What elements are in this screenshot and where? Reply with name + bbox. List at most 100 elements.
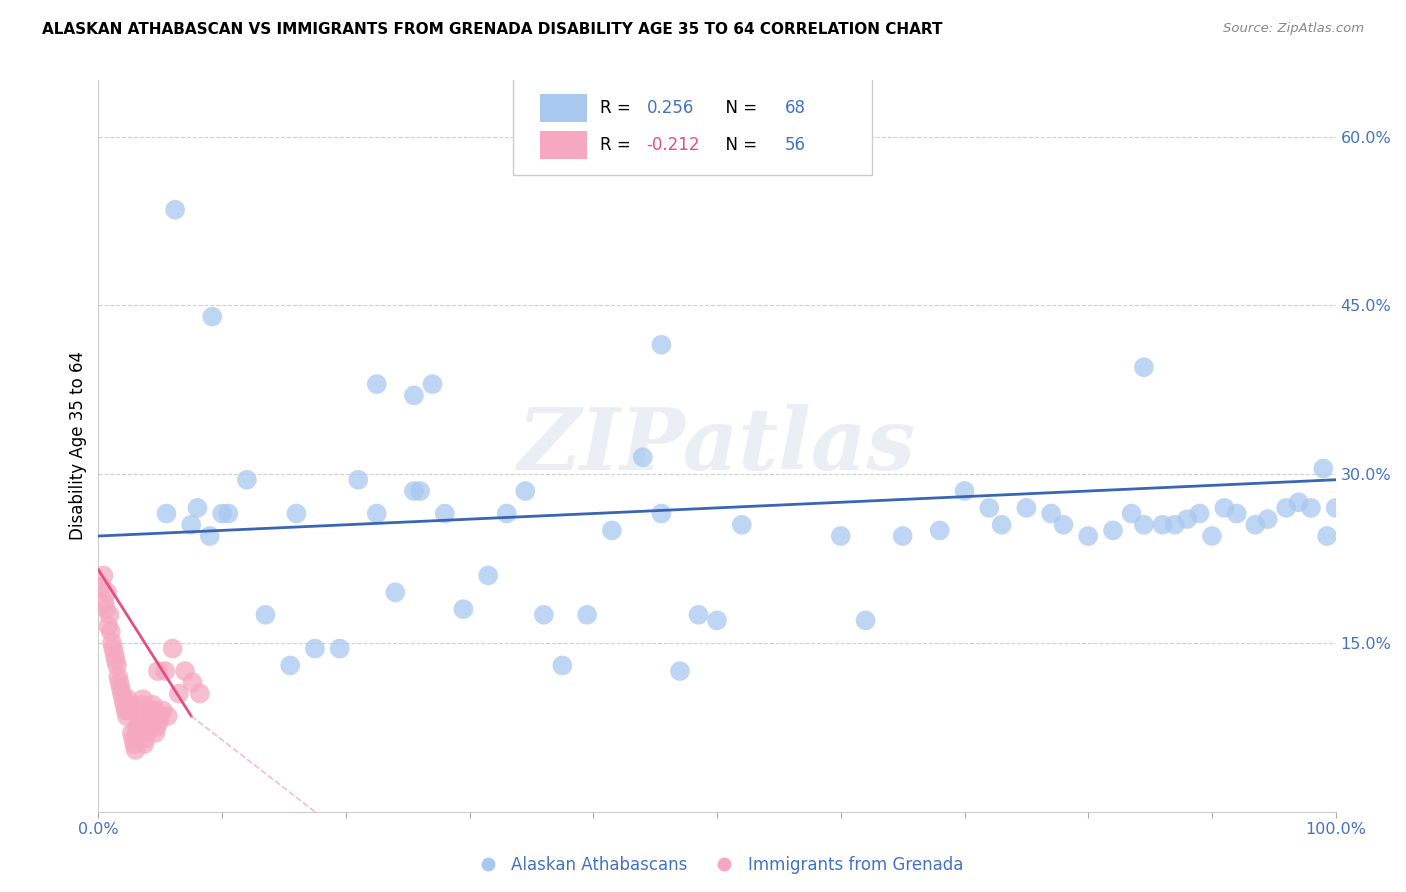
Point <box>433 507 456 521</box>
Point <box>515 483 537 498</box>
Point <box>1275 500 1298 515</box>
Point <box>669 664 692 678</box>
Text: ALASKAN ATHABASCAN VS IMMIGRANTS FROM GRENADA DISABILITY AGE 35 TO 64 CORRELATIO: ALASKAN ATHABASCAN VS IMMIGRANTS FROM GR… <box>42 22 942 37</box>
Point <box>1213 500 1236 515</box>
Point <box>1040 507 1063 521</box>
Point <box>107 670 129 684</box>
Point <box>650 507 672 521</box>
Point <box>165 202 187 217</box>
Point <box>1188 507 1211 521</box>
Point <box>477 568 499 582</box>
Point <box>93 597 115 611</box>
Point <box>1288 495 1310 509</box>
Point <box>366 507 388 521</box>
Point <box>891 529 914 543</box>
Point <box>551 658 574 673</box>
Point <box>114 703 136 717</box>
Point <box>125 720 148 734</box>
Point <box>152 703 174 717</box>
Point <box>1316 529 1339 543</box>
Point <box>148 714 170 729</box>
Point <box>105 658 128 673</box>
Point <box>217 507 239 521</box>
Point <box>453 602 475 616</box>
Point <box>495 507 517 521</box>
Point <box>347 473 370 487</box>
Point <box>138 714 160 729</box>
FancyBboxPatch shape <box>513 77 872 176</box>
Point <box>201 310 224 324</box>
Text: 0.256: 0.256 <box>647 99 695 117</box>
Point <box>122 731 145 746</box>
Point <box>96 585 118 599</box>
Point <box>402 483 425 498</box>
Point <box>128 714 150 729</box>
Point <box>136 720 159 734</box>
Point <box>1164 517 1187 532</box>
Point <box>131 698 153 712</box>
Point <box>162 641 184 656</box>
Point <box>146 664 169 678</box>
Point <box>143 726 166 740</box>
Point <box>953 483 976 498</box>
Text: -0.212: -0.212 <box>647 136 700 154</box>
Point <box>1244 517 1267 532</box>
Point <box>124 737 146 751</box>
Point <box>141 703 163 717</box>
Text: R =: R = <box>599 136 636 154</box>
Point <box>1052 517 1074 532</box>
Point <box>117 692 139 706</box>
Point <box>1152 517 1174 532</box>
Point <box>143 703 166 717</box>
Point <box>990 517 1012 532</box>
Point <box>928 524 950 538</box>
Point <box>198 529 221 543</box>
Text: R =: R = <box>599 99 636 117</box>
Point <box>1175 512 1198 526</box>
Point <box>1312 461 1334 475</box>
Point <box>236 473 259 487</box>
Point <box>103 641 125 656</box>
Point <box>366 377 388 392</box>
Point <box>139 709 162 723</box>
Point <box>211 507 233 521</box>
Point <box>174 664 197 678</box>
FancyBboxPatch shape <box>540 95 588 122</box>
FancyBboxPatch shape <box>540 131 588 160</box>
Point <box>98 607 121 622</box>
Point <box>979 500 1001 515</box>
Point <box>100 624 122 639</box>
Point <box>155 664 177 678</box>
Point <box>132 692 155 706</box>
Point <box>1077 529 1099 543</box>
Text: N =: N = <box>714 136 762 154</box>
Point <box>422 377 444 392</box>
Point <box>134 737 156 751</box>
Point <box>93 568 115 582</box>
Point <box>108 675 131 690</box>
Point <box>180 517 202 532</box>
Text: 56: 56 <box>785 136 806 154</box>
Point <box>402 388 425 402</box>
Point <box>409 483 432 498</box>
Point <box>830 529 852 543</box>
Point <box>104 653 127 667</box>
Point <box>1015 500 1038 515</box>
Point <box>855 614 877 628</box>
Text: ZIPatlas: ZIPatlas <box>517 404 917 488</box>
Point <box>384 585 406 599</box>
Point <box>127 726 149 740</box>
Point <box>111 687 134 701</box>
Point <box>167 687 190 701</box>
Point <box>101 636 124 650</box>
Point <box>94 602 117 616</box>
Point <box>112 692 135 706</box>
Point <box>145 720 167 734</box>
Point <box>576 607 599 622</box>
Point <box>278 658 301 673</box>
Point <box>134 731 156 746</box>
Point <box>181 675 204 690</box>
Point <box>731 517 754 532</box>
Point <box>110 681 132 695</box>
Point <box>1201 529 1223 543</box>
